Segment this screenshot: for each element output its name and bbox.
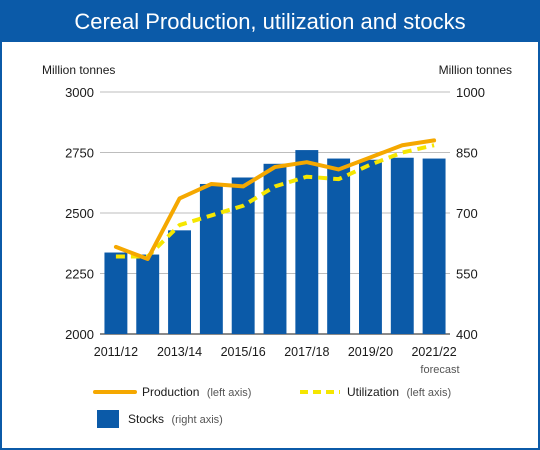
legend-utilization-name: Utilization bbox=[347, 385, 399, 399]
left-tick-label-2750: 2750 bbox=[65, 146, 94, 161]
right-axis-unit: Million tonnes bbox=[439, 63, 512, 77]
axes: 2000 2250 2500 2750 3000 400 550 700 850 1000 2011… bbox=[65, 85, 485, 359]
stocks-bar-2011/12 bbox=[104, 252, 128, 334]
x-tick-label-2015/16: 2015/16 bbox=[221, 345, 266, 359]
left-tick-label-2000: 2000 bbox=[65, 327, 94, 342]
stocks-bar-2015/16 bbox=[231, 177, 255, 334]
x-tick-label-2013/14: 2013/14 bbox=[157, 345, 202, 359]
stocks-bar-2021/22 bbox=[422, 158, 446, 334]
legend: Production (left axis) Utilization (left… bbox=[93, 383, 451, 428]
legend-stocks-swatch bbox=[97, 410, 119, 428]
stocks-bar-2020/21 bbox=[390, 157, 414, 334]
stocks-bar-2019/20 bbox=[359, 159, 382, 334]
legend-stocks: Stocks (right axis) bbox=[128, 410, 223, 427]
x-tick-label-2011/12: 2011/12 bbox=[94, 345, 138, 359]
stocks-bar-2016/17 bbox=[263, 163, 287, 334]
right-tick-label-850: 850 bbox=[456, 146, 478, 161]
stocks-bar-2014/15 bbox=[199, 183, 223, 334]
right-tick-label-700: 700 bbox=[456, 206, 478, 221]
x-tick-label-2021/22: 2021/22 bbox=[411, 345, 456, 359]
stocks-bars bbox=[104, 150, 446, 334]
forecast-note: forecast bbox=[420, 364, 459, 376]
left-tick-label-2250: 2250 bbox=[65, 267, 94, 282]
left-axis-unit: Million tonnes bbox=[42, 63, 115, 77]
x-tick-label-2017/18: 2017/18 bbox=[284, 345, 329, 359]
chart-title: Cereal Production, utilization and stock… bbox=[2, 2, 538, 42]
right-tick-label-550: 550 bbox=[456, 267, 478, 282]
legend-production-note: (left axis) bbox=[207, 387, 252, 399]
left-tick-label-3000: 3000 bbox=[65, 85, 94, 100]
legend-stocks-note: (right axis) bbox=[171, 414, 222, 426]
right-tick-label-400: 400 bbox=[456, 327, 478, 342]
lines bbox=[113, 138, 437, 261]
x-tick-label-2019/20: 2019/20 bbox=[348, 345, 393, 359]
stocks-bar-2018/19 bbox=[327, 158, 351, 334]
stocks-bar-2017/18 bbox=[295, 150, 319, 334]
left-tick-label-2500: 2500 bbox=[65, 206, 94, 221]
stocks-bar-2013/14 bbox=[168, 230, 191, 334]
legend-stocks-name: Stocks bbox=[128, 412, 164, 426]
legend-production: Production (left axis) bbox=[142, 383, 251, 400]
legend-production-name: Production bbox=[142, 385, 199, 399]
stocks-bar-2012/13 bbox=[136, 254, 160, 334]
right-tick-label-1000: 1000 bbox=[456, 85, 485, 100]
legend-utilization-note: (left axis) bbox=[406, 387, 451, 399]
legend-utilization: Utilization (left axis) bbox=[347, 383, 451, 400]
